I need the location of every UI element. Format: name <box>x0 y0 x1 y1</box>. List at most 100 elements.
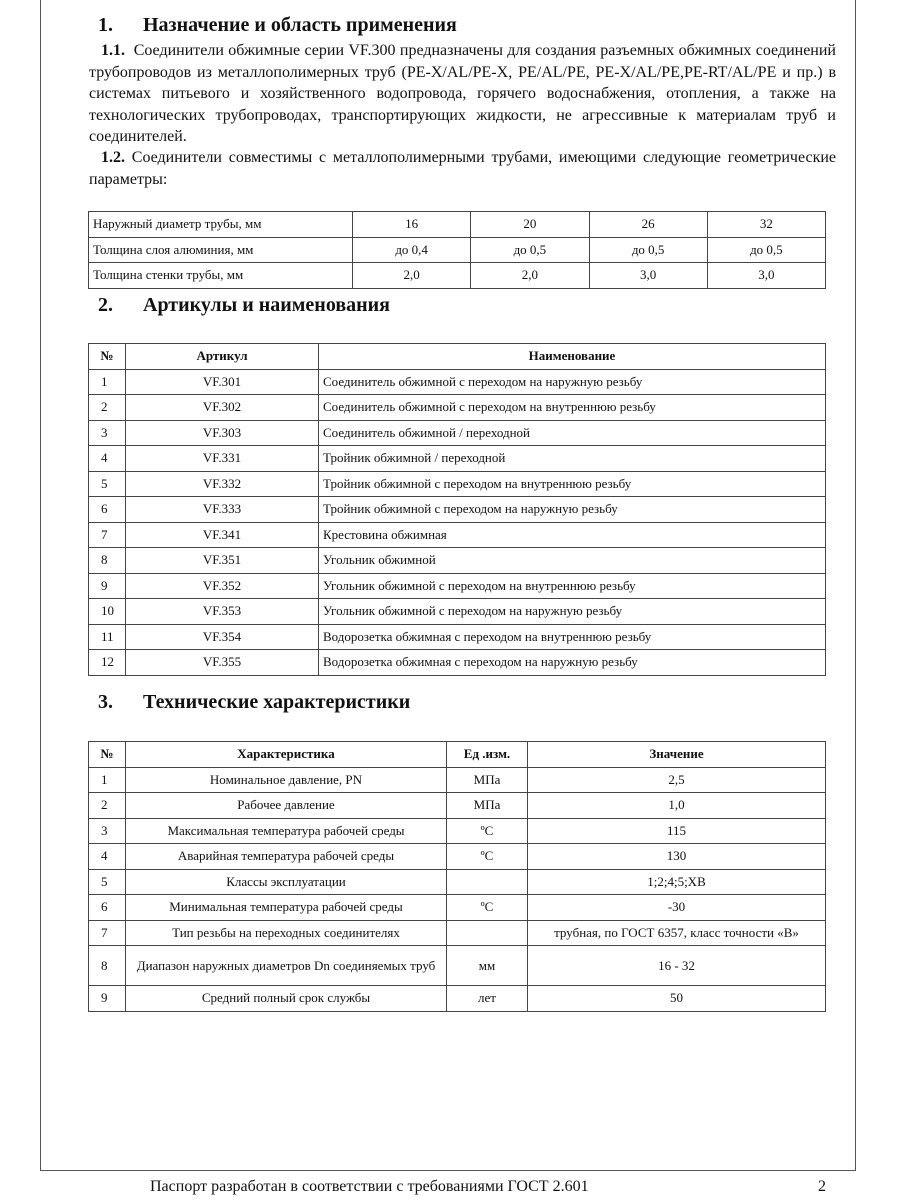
spec-name: Минимальная температура рабочей среды <box>125 894 447 921</box>
table-header-row: № Артикул Наименование <box>88 343 826 370</box>
article-name: Угольник обжимной <box>318 547 826 574</box>
table-row: 3 Максимальная температура рабочей среды º… <box>88 817 826 844</box>
column-header: Ед .изм. <box>446 741 528 768</box>
table-cell-value: 26 <box>588 211 708 238</box>
column-header: № <box>88 741 126 768</box>
table-cell-value: 3,0 <box>706 262 827 289</box>
table-cell-value: 2,0 <box>351 262 472 289</box>
paragraph-1-2: 1.2. Соединители совместимы с металлопол… <box>89 147 836 190</box>
column-header: Артикул <box>125 343 319 370</box>
article-code: VF.301 <box>125 368 319 395</box>
articles-table: № Артикул Наименование 1 VF.301 Соединитель … <box>88 343 826 676</box>
column-header: Характеристика <box>125 741 447 768</box>
spec-name: Максимальная температура рабочей среды <box>125 817 447 844</box>
spec-value: 50 <box>527 985 826 1012</box>
spec-name: Средний полный срок службы <box>125 985 447 1012</box>
row-number: 7 <box>88 521 126 548</box>
spec-value: трубная, по ГОСТ 6357, класс точности «В… <box>527 919 826 946</box>
table-cell-label: Толщина слоя алюминия, мм <box>88 236 353 263</box>
row-number: 9 <box>88 985 126 1012</box>
table-cell-value: до 0,5 <box>706 236 827 263</box>
table-row: 2 VF.302 Соединитель обжимной с переходом … <box>88 394 826 421</box>
row-number: 3 <box>88 817 126 844</box>
article-name: Тройник обжимной с переходом на внутренн… <box>318 470 826 497</box>
table-cell-value: 20 <box>470 211 590 238</box>
spec-unit: МПа <box>446 792 528 819</box>
article-code: VF.302 <box>125 394 319 421</box>
paragraph-1-1: 1.1. Соединители обжимные серии VF.300 п… <box>89 40 836 148</box>
column-header: № <box>88 343 126 370</box>
article-code: VF.351 <box>125 547 319 574</box>
table-cell-value: 3,0 <box>588 262 708 289</box>
row-number: 12 <box>88 649 126 676</box>
section-title: Технические характеристики <box>143 691 411 713</box>
row-number: 6 <box>88 894 126 921</box>
article-name: Тройник обжимной / переходной <box>318 445 826 472</box>
table-row: Толщина слоя алюминия, мм до 0,4 до 0,5 до … <box>88 236 827 263</box>
spec-value: 2,5 <box>527 766 826 793</box>
table-row: 3 VF.303 Соединитель обжимной / переходной <box>88 419 826 446</box>
spec-value: 1;2;4;5;XB <box>527 868 826 895</box>
row-number: 1 <box>88 368 126 395</box>
section-title: Назначение и область применения <box>143 14 457 36</box>
para-number: 1.1. <box>101 42 125 59</box>
para-text: Соединители совместимы с металлополимерн… <box>89 149 837 188</box>
article-code: VF.303 <box>125 419 319 446</box>
table-cell-value: до 0,4 <box>351 236 472 263</box>
article-name: Крестовина обжимная <box>318 521 826 548</box>
table-row: 6 Минимальная температура рабочей среды ºC… <box>88 894 826 921</box>
section-1-heading: 1. Назначение и область применения <box>98 14 457 37</box>
table-cell-value: 2,0 <box>470 262 590 289</box>
spec-value: 1,0 <box>527 792 826 819</box>
table-row: 1 Номинальное давление, PN МПа 2,5 <box>88 766 826 793</box>
article-code: VF.341 <box>125 521 319 548</box>
specs-table: № Характеристика Ед .изм. Значение 1 Номинал… <box>88 741 826 1012</box>
table-row: 7 Тип резьбы на переходных соединителях тр… <box>88 919 826 946</box>
article-name: Водорозетка обжимная с переходом на нару… <box>318 649 826 676</box>
para-text: Соединители обжимные серии VF.300 предна… <box>89 42 836 145</box>
row-number: 10 <box>88 598 126 625</box>
table-row: 4 Аварийная температура рабочей среды ºC 13… <box>88 843 826 870</box>
row-number: 7 <box>88 919 126 946</box>
table-row: 9 Средний полный срок службы лет 50 <box>88 985 826 1012</box>
table-row: 4 VF.331 Тройник обжимной / переходной <box>88 445 826 472</box>
column-header: Наименование <box>318 343 826 370</box>
article-name: Угольник обжимной с переходом на наружну… <box>318 598 826 625</box>
spec-value: 115 <box>527 817 826 844</box>
table-cell-value: 32 <box>706 211 827 238</box>
row-number: 11 <box>88 623 126 650</box>
table-row: Толщина стенки трубы, мм 2,0 2,0 3,0 3,0 <box>88 262 827 289</box>
spec-unit: лет <box>446 985 528 1012</box>
row-number: 4 <box>88 445 126 472</box>
article-code: VF.353 <box>125 598 319 625</box>
row-number: 6 <box>88 496 126 523</box>
table-row: 8 Диапазон наружных диаметров Dn соединяе… <box>88 945 826 986</box>
article-code: VF.352 <box>125 572 319 599</box>
article-code: VF.331 <box>125 445 319 472</box>
row-number: 5 <box>88 868 126 895</box>
page-frame <box>40 0 856 1171</box>
spec-unit: ºC <box>446 817 528 844</box>
spec-unit: мм <box>446 945 528 986</box>
row-number: 2 <box>88 792 126 819</box>
spec-name: Диапазон наружных диаметров Dn соединяем… <box>125 945 447 986</box>
spec-value: 16 - 32 <box>527 945 826 986</box>
spec-name: Номинальное давление, PN <box>125 766 447 793</box>
table-row: 9 VF.352 Угольник обжимной с переходом на … <box>88 572 826 599</box>
article-name: Соединитель обжимной / переходной <box>318 419 826 446</box>
table-row: Наружный диаметр трубы, мм 16 20 26 32 <box>88 211 827 238</box>
spec-name: Классы эксплуатации <box>125 868 447 895</box>
table-cell-value: до 0,5 <box>588 236 708 263</box>
section-title: Артикулы и наименования <box>143 294 390 316</box>
table-row: 8 VF.351 Угольник обжимной <box>88 547 826 574</box>
table-row: 7 VF.341 Крестовина обжимная <box>88 521 826 548</box>
table-row: 1 VF.301 Соединитель обжимной с переходом … <box>88 368 826 395</box>
table-cell-label: Наружный диаметр трубы, мм <box>88 211 353 238</box>
section-3-heading: 3. Технические характеристики <box>98 691 410 714</box>
row-number: 3 <box>88 419 126 446</box>
pipe-parameters-table: Наружный диаметр трубы, мм 16 20 26 32 Толщин… <box>88 211 827 289</box>
spec-value: 130 <box>527 843 826 870</box>
table-row: 2 Рабочее давление МПа 1,0 <box>88 792 826 819</box>
article-code: VF.354 <box>125 623 319 650</box>
article-name: Соединитель обжимной с переходом на нару… <box>318 368 826 395</box>
